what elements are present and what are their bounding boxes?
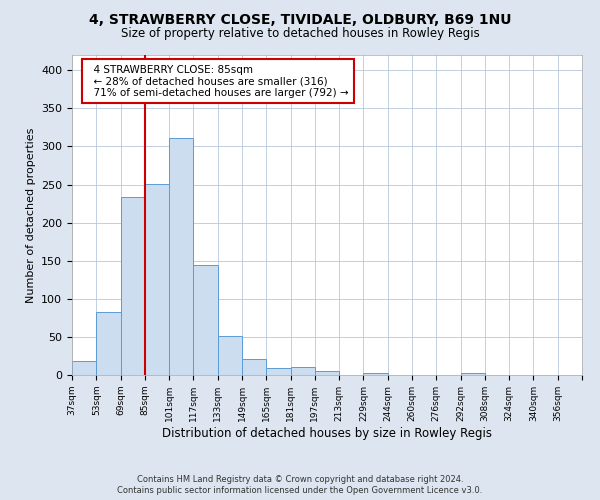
Bar xyxy=(266,368,290,375)
X-axis label: Distribution of detached houses by size in Rowley Regis: Distribution of detached houses by size … xyxy=(162,426,492,440)
Bar xyxy=(364,374,388,375)
Bar xyxy=(315,371,339,375)
Bar xyxy=(218,336,242,375)
Y-axis label: Number of detached properties: Number of detached properties xyxy=(26,128,35,302)
Bar xyxy=(461,372,485,375)
Text: 4, STRAWBERRY CLOSE, TIVIDALE, OLDBURY, B69 1NU: 4, STRAWBERRY CLOSE, TIVIDALE, OLDBURY, … xyxy=(89,12,511,26)
Bar xyxy=(193,266,218,375)
Bar xyxy=(96,312,121,375)
Text: Contains public sector information licensed under the Open Government Licence v3: Contains public sector information licen… xyxy=(118,486,482,495)
Bar xyxy=(290,368,315,375)
Bar xyxy=(72,362,96,375)
Bar xyxy=(242,359,266,375)
Bar xyxy=(169,138,193,375)
Text: 4 STRAWBERRY CLOSE: 85sqm
  ← 28% of detached houses are smaller (316)
  71% of : 4 STRAWBERRY CLOSE: 85sqm ← 28% of detac… xyxy=(88,64,349,98)
Text: Size of property relative to detached houses in Rowley Regis: Size of property relative to detached ho… xyxy=(121,28,479,40)
Bar xyxy=(121,198,145,375)
Text: Contains HM Land Registry data © Crown copyright and database right 2024.: Contains HM Land Registry data © Crown c… xyxy=(137,475,463,484)
Bar xyxy=(145,184,169,375)
